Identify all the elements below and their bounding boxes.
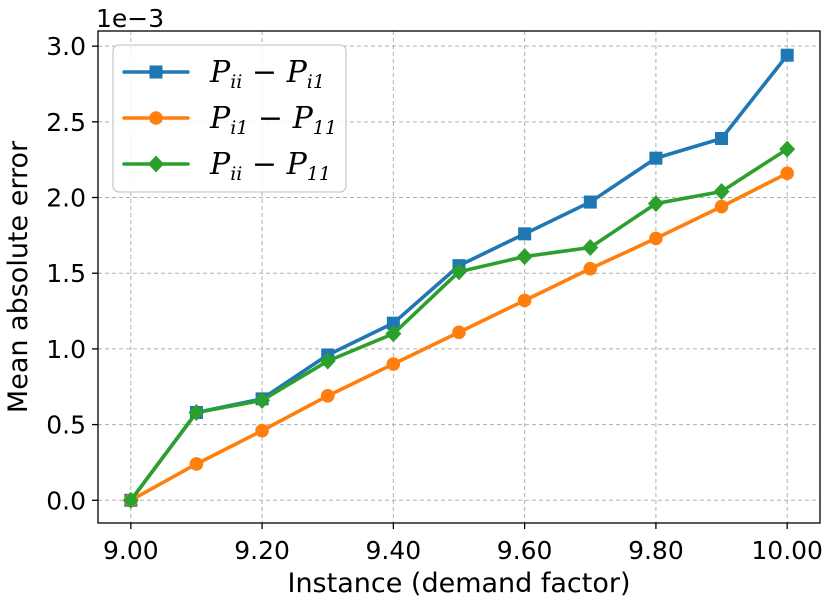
data-point bbox=[714, 199, 729, 214]
data-point bbox=[122, 491, 139, 509]
x-tick-label: 10.00 bbox=[751, 536, 823, 565]
y-axis-ticks: 0.0 0.5 1.0 1.5 2.0 2.5 3.0 bbox=[46, 32, 98, 515]
data-point bbox=[518, 227, 532, 241]
data-point bbox=[715, 131, 729, 145]
series-2 bbox=[124, 166, 794, 508]
series-3 bbox=[122, 140, 796, 509]
legend-label: Pi1 − P11 bbox=[209, 101, 337, 139]
series-layer bbox=[122, 48, 796, 509]
data-point bbox=[386, 357, 401, 371]
x-tick-label: 9.60 bbox=[497, 536, 553, 565]
x-axis-label: Instance (demand factor) bbox=[287, 568, 630, 599]
y-tick-label: 2.5 bbox=[46, 108, 86, 137]
data-point bbox=[319, 352, 336, 370]
data-point bbox=[780, 166, 794, 181]
y-tick-label: 2.0 bbox=[46, 184, 86, 213]
plot-area-frame bbox=[97, 30, 821, 524]
x-tick-label: 9.20 bbox=[234, 536, 290, 565]
legend-label: Pii − P11 bbox=[209, 147, 331, 185]
data-point bbox=[780, 48, 794, 62]
legend-entry: Pi1 − P11 bbox=[122, 101, 337, 139]
data-point bbox=[516, 248, 533, 266]
data-point bbox=[254, 391, 271, 409]
data-point bbox=[188, 403, 205, 421]
legend-entry: Pii − Pi1 bbox=[122, 55, 325, 93]
data-point bbox=[255, 423, 269, 438]
data-point bbox=[385, 325, 402, 343]
x-axis-ticks: 9.00 9.20 9.40 9.60 9.80 10.00 bbox=[103, 523, 823, 565]
legend-marker bbox=[149, 65, 163, 79]
y-tick-label: 0.0 bbox=[46, 486, 86, 515]
data-point bbox=[517, 293, 532, 308]
y-axis-offset-label: 1e−3 bbox=[96, 4, 164, 33]
x-tick-label: 9.40 bbox=[366, 536, 422, 565]
data-point bbox=[451, 263, 467, 281]
data-point bbox=[649, 231, 663, 246]
y-tick-label: 0.5 bbox=[46, 411, 86, 440]
data-point bbox=[583, 261, 598, 276]
legend-marker bbox=[149, 111, 163, 125]
data-point bbox=[583, 195, 597, 209]
data-point bbox=[320, 389, 335, 403]
legend: Pii − Pi1 Pi1 − P11 Pii − P11 bbox=[112, 44, 347, 193]
x-tick-label: 9.00 bbox=[103, 536, 159, 565]
legend-marker bbox=[148, 155, 164, 173]
data-point bbox=[386, 316, 400, 330]
data-point bbox=[452, 325, 466, 340]
y-tick-label: 1.5 bbox=[46, 259, 86, 288]
legend-label: Pii − Pi1 bbox=[209, 55, 325, 93]
x-tick-label: 9.80 bbox=[628, 536, 684, 565]
legend-entry: Pii − P11 bbox=[122, 147, 331, 185]
y-tick-label: 1.0 bbox=[46, 335, 86, 364]
data-point bbox=[189, 457, 204, 471]
y-tick-label: 3.0 bbox=[46, 32, 86, 61]
data-point bbox=[713, 182, 730, 200]
data-point bbox=[647, 195, 664, 213]
data-point bbox=[779, 140, 796, 158]
y-axis-label: Mean absolute error bbox=[3, 140, 34, 413]
data-point bbox=[582, 238, 599, 256]
legend-box bbox=[112, 44, 347, 193]
data-point bbox=[649, 151, 663, 165]
